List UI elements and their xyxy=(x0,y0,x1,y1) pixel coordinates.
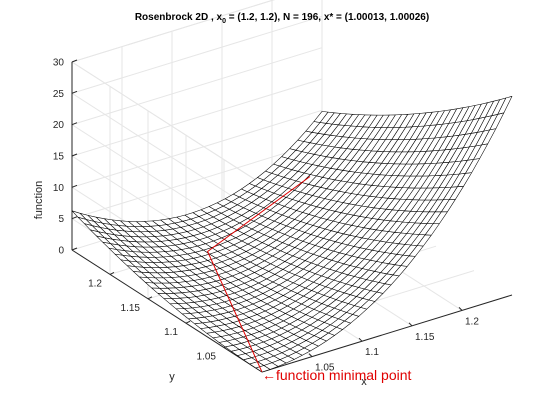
y-tick xyxy=(185,320,191,324)
box-edge xyxy=(70,0,323,185)
mesh-cell xyxy=(497,96,513,115)
y-tick xyxy=(109,271,115,275)
z-tick-label: 15 xyxy=(53,152,65,163)
y-tick-label: 1.1 xyxy=(164,327,178,338)
surface-mesh xyxy=(71,96,513,373)
z-tick-label: 10 xyxy=(53,183,65,194)
z-tick-label: 25 xyxy=(53,89,65,100)
x-tick-label: 1.05 xyxy=(315,363,335,374)
y-tick-label: 1.15 xyxy=(121,303,141,314)
x-tick xyxy=(358,337,363,342)
x-tick-label: 1.15 xyxy=(415,332,435,343)
x-tick xyxy=(408,322,413,327)
x-axis-label: x xyxy=(361,376,367,388)
z-tick-label: 30 xyxy=(53,58,65,69)
y-tick-label: 1.2 xyxy=(88,278,102,289)
x-tick xyxy=(308,353,313,357)
z-tick xyxy=(71,216,78,220)
optimization-path xyxy=(206,176,311,373)
y-axis-line xyxy=(71,249,263,373)
z-tick-label: 5 xyxy=(58,214,64,225)
tick-labels: 0 5 10 15 20 25 30 1.05 1.1 1.15 1.2 1.05 1.1 1.15 1.2 xyxy=(53,58,479,374)
chart-title: Rosenbrock 2D , x0 = (1.2, 1.2), N = 196… xyxy=(135,12,429,25)
z-axis-label: function xyxy=(33,181,45,220)
annotation-label: ←function minimal point xyxy=(262,367,412,383)
z-tick-label: 0 xyxy=(58,246,64,257)
z-tick xyxy=(71,59,78,63)
z-tick xyxy=(71,90,78,94)
path-layer xyxy=(206,176,311,373)
x-tick-label: 1.2 xyxy=(465,316,479,327)
z-tick xyxy=(71,184,78,188)
z-tick xyxy=(71,122,78,126)
y-tick-label: 1.05 xyxy=(197,352,217,363)
x-axis-line xyxy=(261,294,513,373)
axes-layer xyxy=(71,59,513,373)
y-tick xyxy=(147,296,153,300)
x-tick-label: 1.1 xyxy=(365,347,379,358)
z-tick xyxy=(71,153,78,157)
y-axis-label: y xyxy=(169,371,175,383)
z-tick-label: 20 xyxy=(53,120,65,131)
x-tick xyxy=(458,307,463,311)
z-tick xyxy=(71,247,78,251)
